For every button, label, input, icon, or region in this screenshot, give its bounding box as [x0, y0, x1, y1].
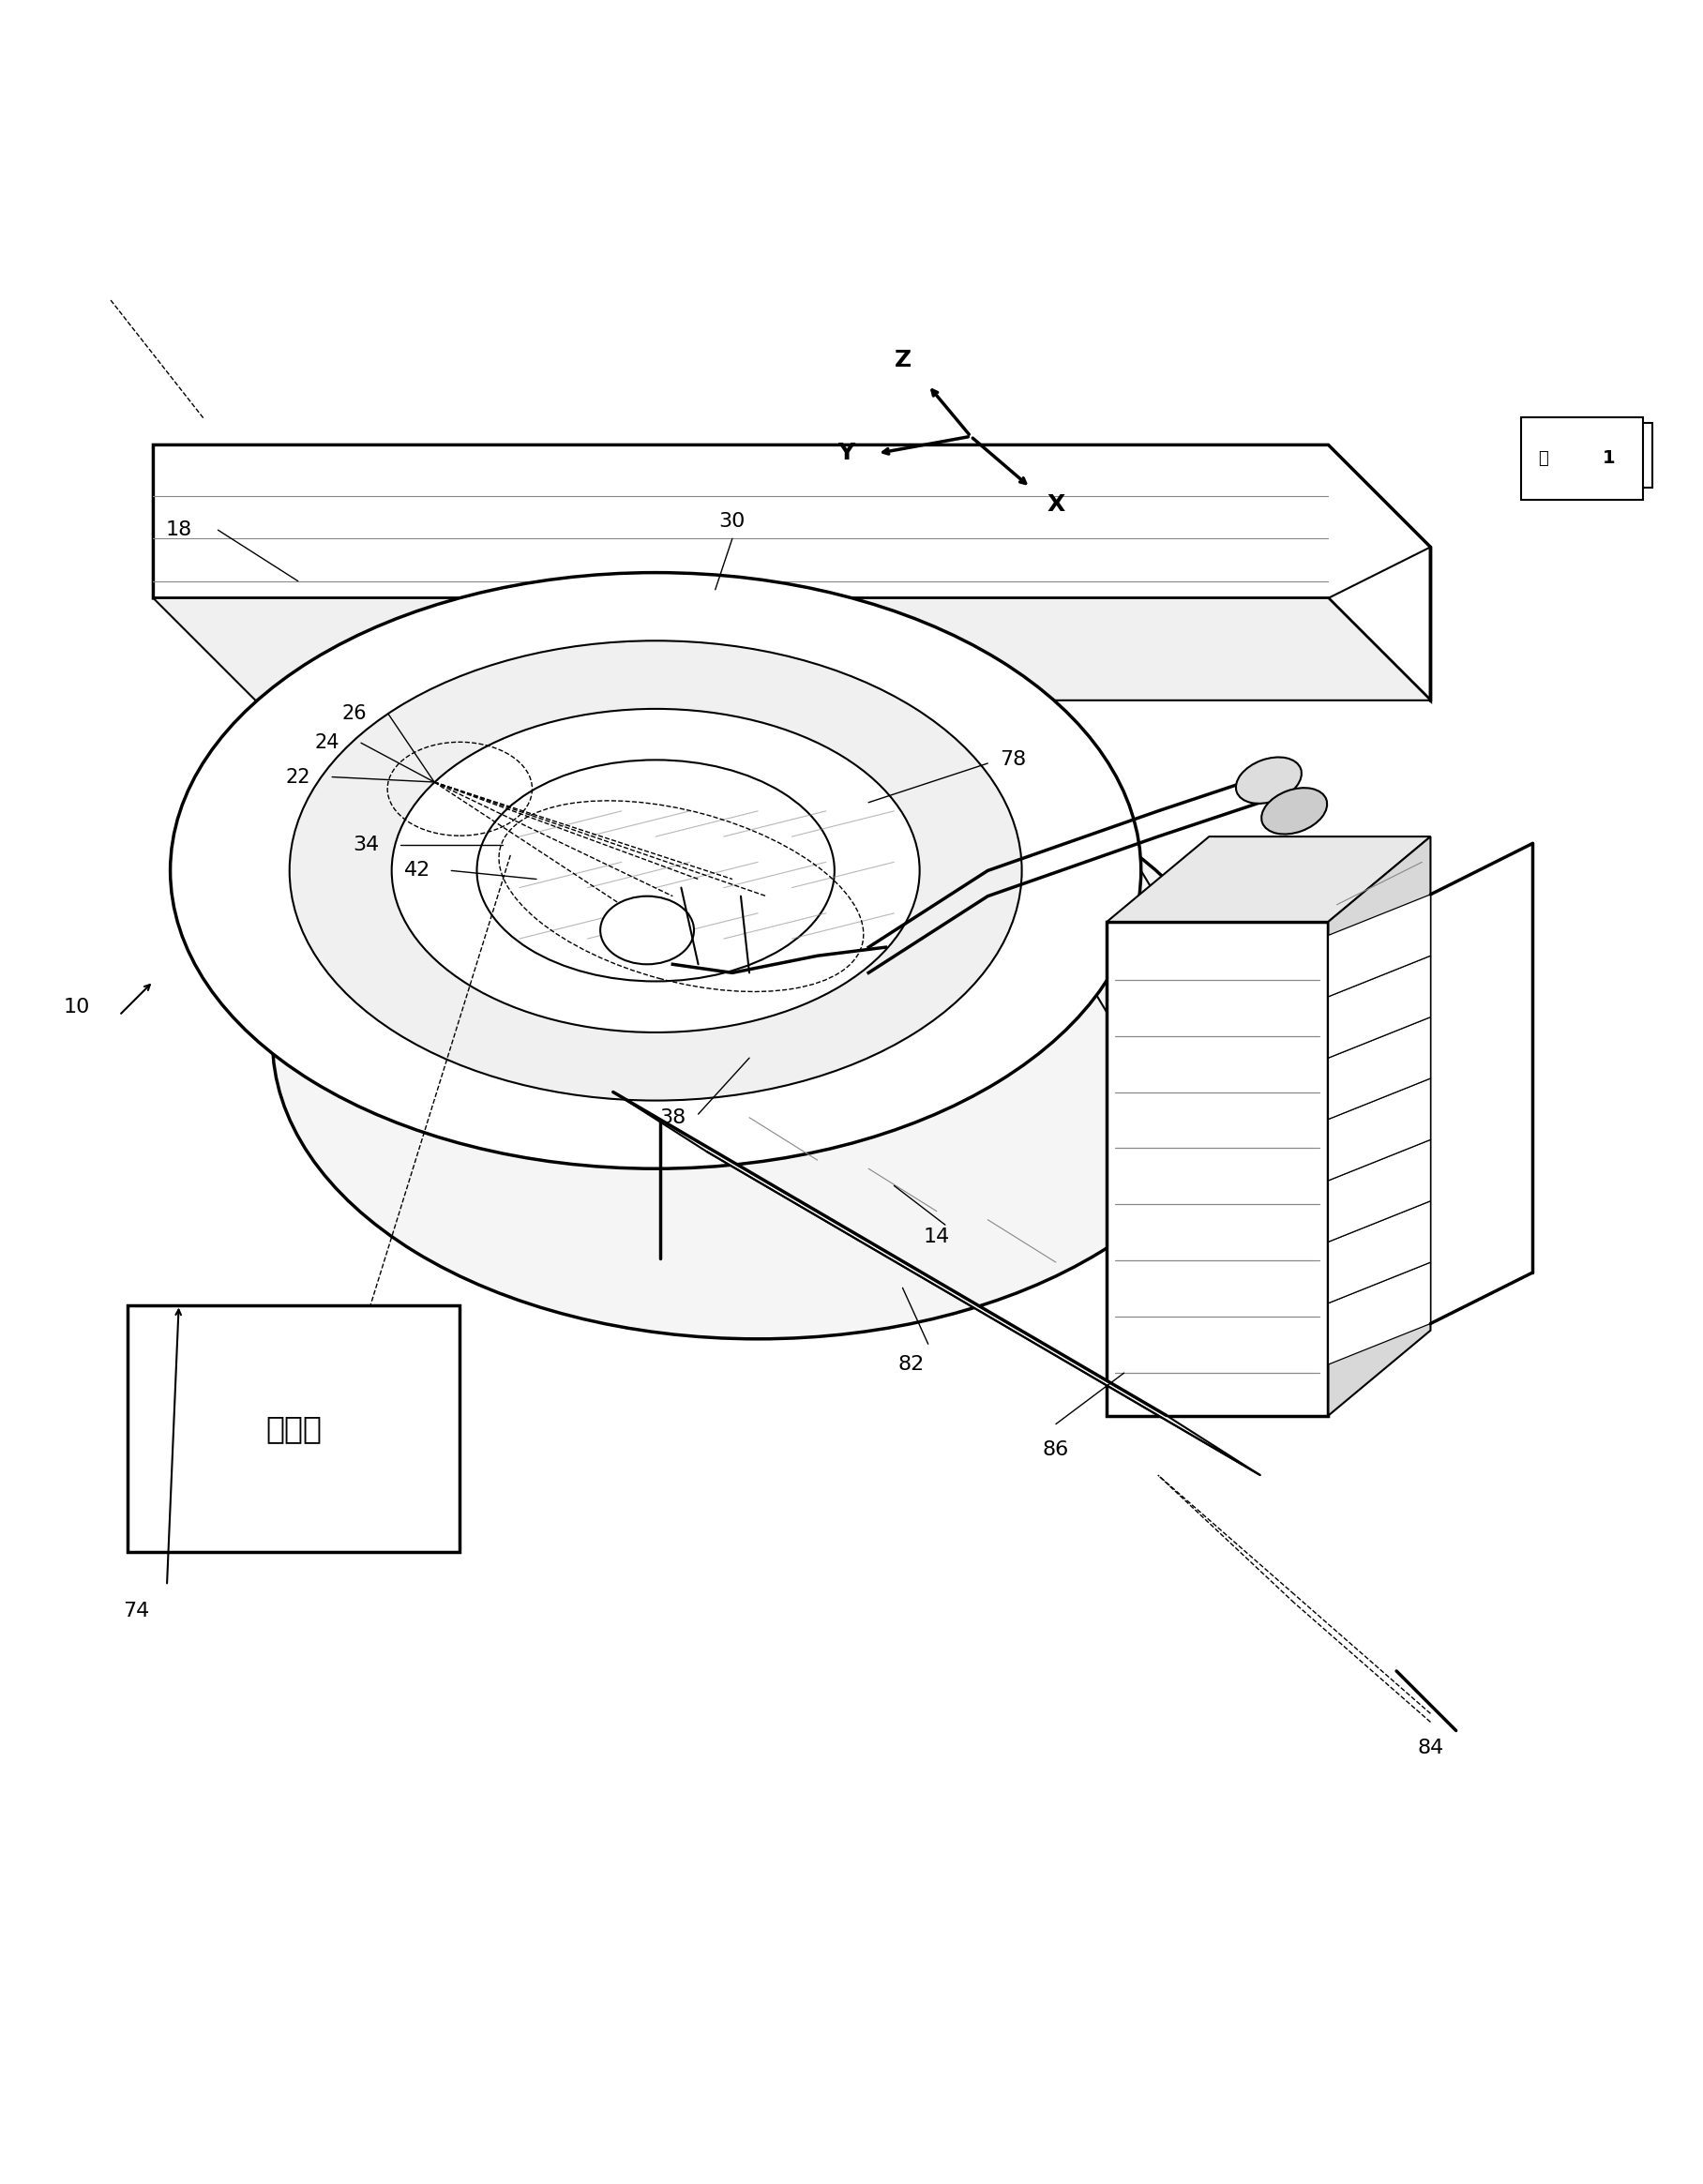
Text: X: X	[1047, 494, 1064, 515]
Text: 42: 42	[404, 860, 431, 880]
Polygon shape	[1328, 1201, 1431, 1304]
Ellipse shape	[477, 760, 834, 981]
Ellipse shape	[1262, 788, 1327, 834]
Text: 1: 1	[1594, 446, 1608, 463]
Polygon shape	[1107, 836, 1431, 922]
Ellipse shape	[272, 743, 1243, 1339]
Ellipse shape	[392, 710, 920, 1033]
Ellipse shape	[579, 930, 937, 1151]
FancyBboxPatch shape	[128, 1304, 460, 1553]
Text: 1: 1	[1603, 450, 1616, 467]
Ellipse shape	[1236, 758, 1301, 804]
Text: 24: 24	[315, 734, 339, 751]
Text: 74: 74	[123, 1603, 150, 1621]
Text: 82: 82	[897, 1354, 925, 1374]
Polygon shape	[1107, 922, 1328, 1415]
Text: 30: 30	[719, 511, 746, 531]
Polygon shape	[1328, 1140, 1431, 1243]
FancyBboxPatch shape	[1524, 424, 1652, 487]
Polygon shape	[1328, 836, 1431, 1415]
Polygon shape	[1328, 1262, 1431, 1365]
Polygon shape	[1328, 957, 1431, 1057]
Polygon shape	[1328, 1079, 1431, 1182]
Text: Z: Z	[894, 349, 911, 371]
Ellipse shape	[170, 572, 1141, 1168]
Polygon shape	[153, 598, 1431, 701]
Text: 10: 10	[63, 998, 90, 1016]
Text: 图: 图	[1541, 448, 1551, 463]
Text: 1: 1	[1584, 450, 1601, 474]
Text: Y: Y	[838, 441, 855, 465]
Text: 78: 78	[1000, 751, 1027, 769]
Polygon shape	[1328, 1018, 1431, 1118]
Ellipse shape	[290, 640, 1022, 1101]
Ellipse shape	[601, 895, 695, 965]
FancyBboxPatch shape	[1521, 417, 1643, 500]
Text: 26: 26	[342, 705, 366, 723]
Text: 34: 34	[353, 836, 380, 854]
Text: 38: 38	[659, 1107, 686, 1127]
Text: 18: 18	[165, 520, 192, 539]
Text: 图: 图	[1538, 450, 1548, 467]
Text: 14: 14	[923, 1227, 950, 1247]
Text: 84: 84	[1417, 1738, 1444, 1756]
Polygon shape	[613, 1092, 1260, 1474]
Text: 86: 86	[1042, 1439, 1069, 1459]
Polygon shape	[153, 446, 1431, 701]
Text: 计算机: 计算机	[266, 1413, 322, 1444]
Polygon shape	[1328, 895, 1431, 996]
Text: 22: 22	[286, 767, 310, 786]
